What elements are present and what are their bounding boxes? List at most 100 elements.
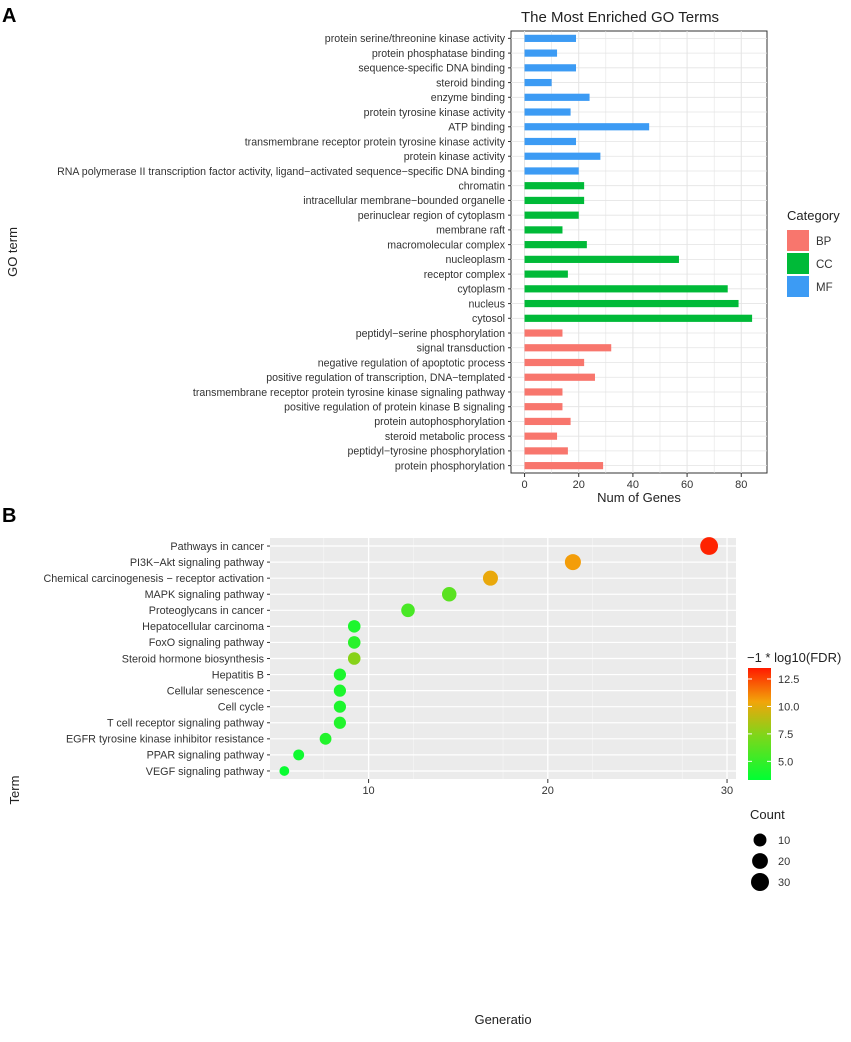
pathway-point: [564, 554, 581, 571]
panel-a-legend-title: Category: [787, 208, 840, 223]
panel-a-x-tick-label: 20: [573, 479, 585, 491]
size-legend-label: 20: [778, 856, 790, 868]
legend-swatch-mf: [787, 276, 809, 297]
bar-cc: [524, 255, 679, 263]
bar-mf: [524, 34, 577, 42]
panel-b-x-axis-title: Generatio: [474, 1012, 531, 1027]
panel-a-letter: A: [2, 5, 16, 27]
pathway-term-label: Chemical carcinogenesis − receptor activ…: [43, 573, 264, 585]
legend-label-bp: BP: [816, 236, 832, 248]
bar-mf: [524, 167, 579, 175]
size-legend-dot: [751, 873, 769, 891]
bar-cc: [524, 241, 587, 249]
bar-bp: [524, 462, 604, 470]
pathway-term-label: FoxO signaling pathway: [149, 637, 265, 649]
go-term-label: negative regulation of apoptotic process: [318, 357, 505, 369]
bar-bp: [524, 403, 563, 411]
go-term-label: macromolecular complex: [387, 239, 505, 251]
pathway-term-label: PI3K−Akt signaling pathway: [130, 557, 265, 569]
bar-mf: [524, 108, 571, 116]
pathway-point: [333, 684, 346, 697]
go-term-label: protein tyrosine kinase activity: [364, 107, 506, 119]
pathway-term-label: Proteoglycans in cancer: [149, 605, 265, 617]
pathway-point: [347, 652, 361, 665]
panel-a-x-tick-label: 80: [735, 479, 747, 491]
go-term-label: RNA polymerase II transcription factor a…: [57, 166, 505, 178]
pathway-term-label: Hepatocellular carcinoma: [142, 621, 264, 633]
size-legend-dot: [753, 833, 767, 847]
bar-bp: [524, 388, 563, 396]
go-term-label: peptidyl−serine phosphorylation: [356, 328, 505, 340]
bar-cc: [524, 314, 753, 322]
pathway-point: [279, 766, 290, 776]
size-legend-label: 30: [778, 877, 790, 889]
go-term-label: cytoplasm: [457, 284, 505, 296]
go-term-label: protein phosphorylation: [395, 460, 505, 472]
pathway-point: [441, 586, 457, 602]
panel-a-term-labels: protein serine/threonine kinase activity…: [57, 33, 511, 472]
panel-b-points: [279, 537, 719, 776]
panel-b-y-axis-title: Term: [7, 776, 22, 805]
go-term-label: sequence-specific DNA binding: [358, 63, 505, 75]
pathway-term-label: Steroid hormone biosynthesis: [122, 653, 265, 665]
pathway-point: [700, 537, 719, 555]
panel-a-x-tick-label: 0: [521, 479, 527, 491]
pathway-point: [293, 749, 305, 761]
bar-bp: [524, 373, 595, 381]
go-term-label: protein autophosphorylation: [374, 416, 505, 428]
pathway-point: [347, 620, 361, 633]
pathway-term-label: Cellular senescence: [167, 685, 264, 697]
color-legend-tick-label: 10.0: [778, 701, 799, 713]
panel-b-color-legend-title: −1 * log10(FDR): [747, 650, 841, 665]
panel-b-size-legend: 10 20 30: [751, 833, 790, 891]
bar-cc: [524, 211, 579, 219]
go-term-label: positive regulation of transcription, DN…: [266, 372, 505, 384]
go-term-label: protein phosphatase binding: [372, 48, 505, 60]
pathway-term-label: EGFR tyrosine kinase inhibitor resistanc…: [66, 734, 264, 746]
panel-b-color-legend-ticks: 5.0 7.5 10.0 12.5: [748, 674, 799, 768]
pathway-point: [482, 570, 498, 586]
pathway-point: [319, 732, 332, 745]
go-term-label: steroid binding: [436, 77, 505, 89]
bar-mf: [524, 93, 590, 101]
size-legend-dot: [752, 853, 768, 869]
panel-b-color-bar: [748, 668, 771, 780]
panel-a-y-axis-title: GO term: [5, 227, 20, 277]
go-term-label: ATP binding: [448, 122, 505, 134]
go-term-label: perinuclear region of cytoplasm: [358, 210, 505, 222]
panel-a-x-tick-label: 40: [627, 479, 639, 491]
go-term-label: chromatin: [458, 181, 505, 193]
bar-bp: [524, 358, 585, 367]
bar-mf: [524, 64, 577, 72]
panel-a-bars: [524, 34, 753, 470]
bar-bp: [524, 329, 563, 337]
panel-b-x-tick-label: 10: [362, 785, 374, 797]
panel-b-x-tick-label: 20: [542, 785, 554, 797]
go-term-label: nucleus: [468, 298, 505, 310]
bar-cc: [524, 196, 585, 205]
go-term-label: membrane raft: [436, 225, 505, 237]
panel-a-title: The Most Enriched GO Terms: [521, 9, 719, 26]
panel-a-legend: BP CC MF: [787, 230, 833, 297]
bar-cc: [524, 285, 728, 293]
panel-a-x-axis: 0 20 40 60 80: [521, 473, 747, 491]
pathway-term-label: Pathways in cancer: [170, 541, 264, 553]
pathway-term-label: PPAR signaling pathway: [147, 750, 265, 762]
panel-a-x-tick-label: 60: [681, 479, 693, 491]
bar-bp: [524, 417, 571, 426]
pathway-point: [333, 668, 346, 681]
go-term-label: nucleoplasm: [446, 254, 506, 266]
legend-swatch-bp: [787, 230, 809, 251]
bar-mf: [524, 78, 552, 87]
bar-bp: [524, 447, 568, 455]
bar-mf: [524, 137, 577, 146]
bar-mf: [524, 123, 650, 131]
color-legend-tick-label: 5.0: [778, 756, 793, 768]
go-term-label: steroid metabolic process: [385, 431, 505, 443]
go-term-label: transmembrane receptor protein tyrosine …: [193, 387, 506, 399]
go-term-label: protein serine/threonine kinase activity: [325, 33, 506, 45]
panel-a-plot-area: [510, 30, 768, 474]
go-term-label: transmembrane receptor protein tyrosine …: [245, 136, 506, 148]
panel-b-letter: B: [2, 505, 16, 527]
panel-a-x-axis-title: Num of Genes: [597, 490, 681, 505]
